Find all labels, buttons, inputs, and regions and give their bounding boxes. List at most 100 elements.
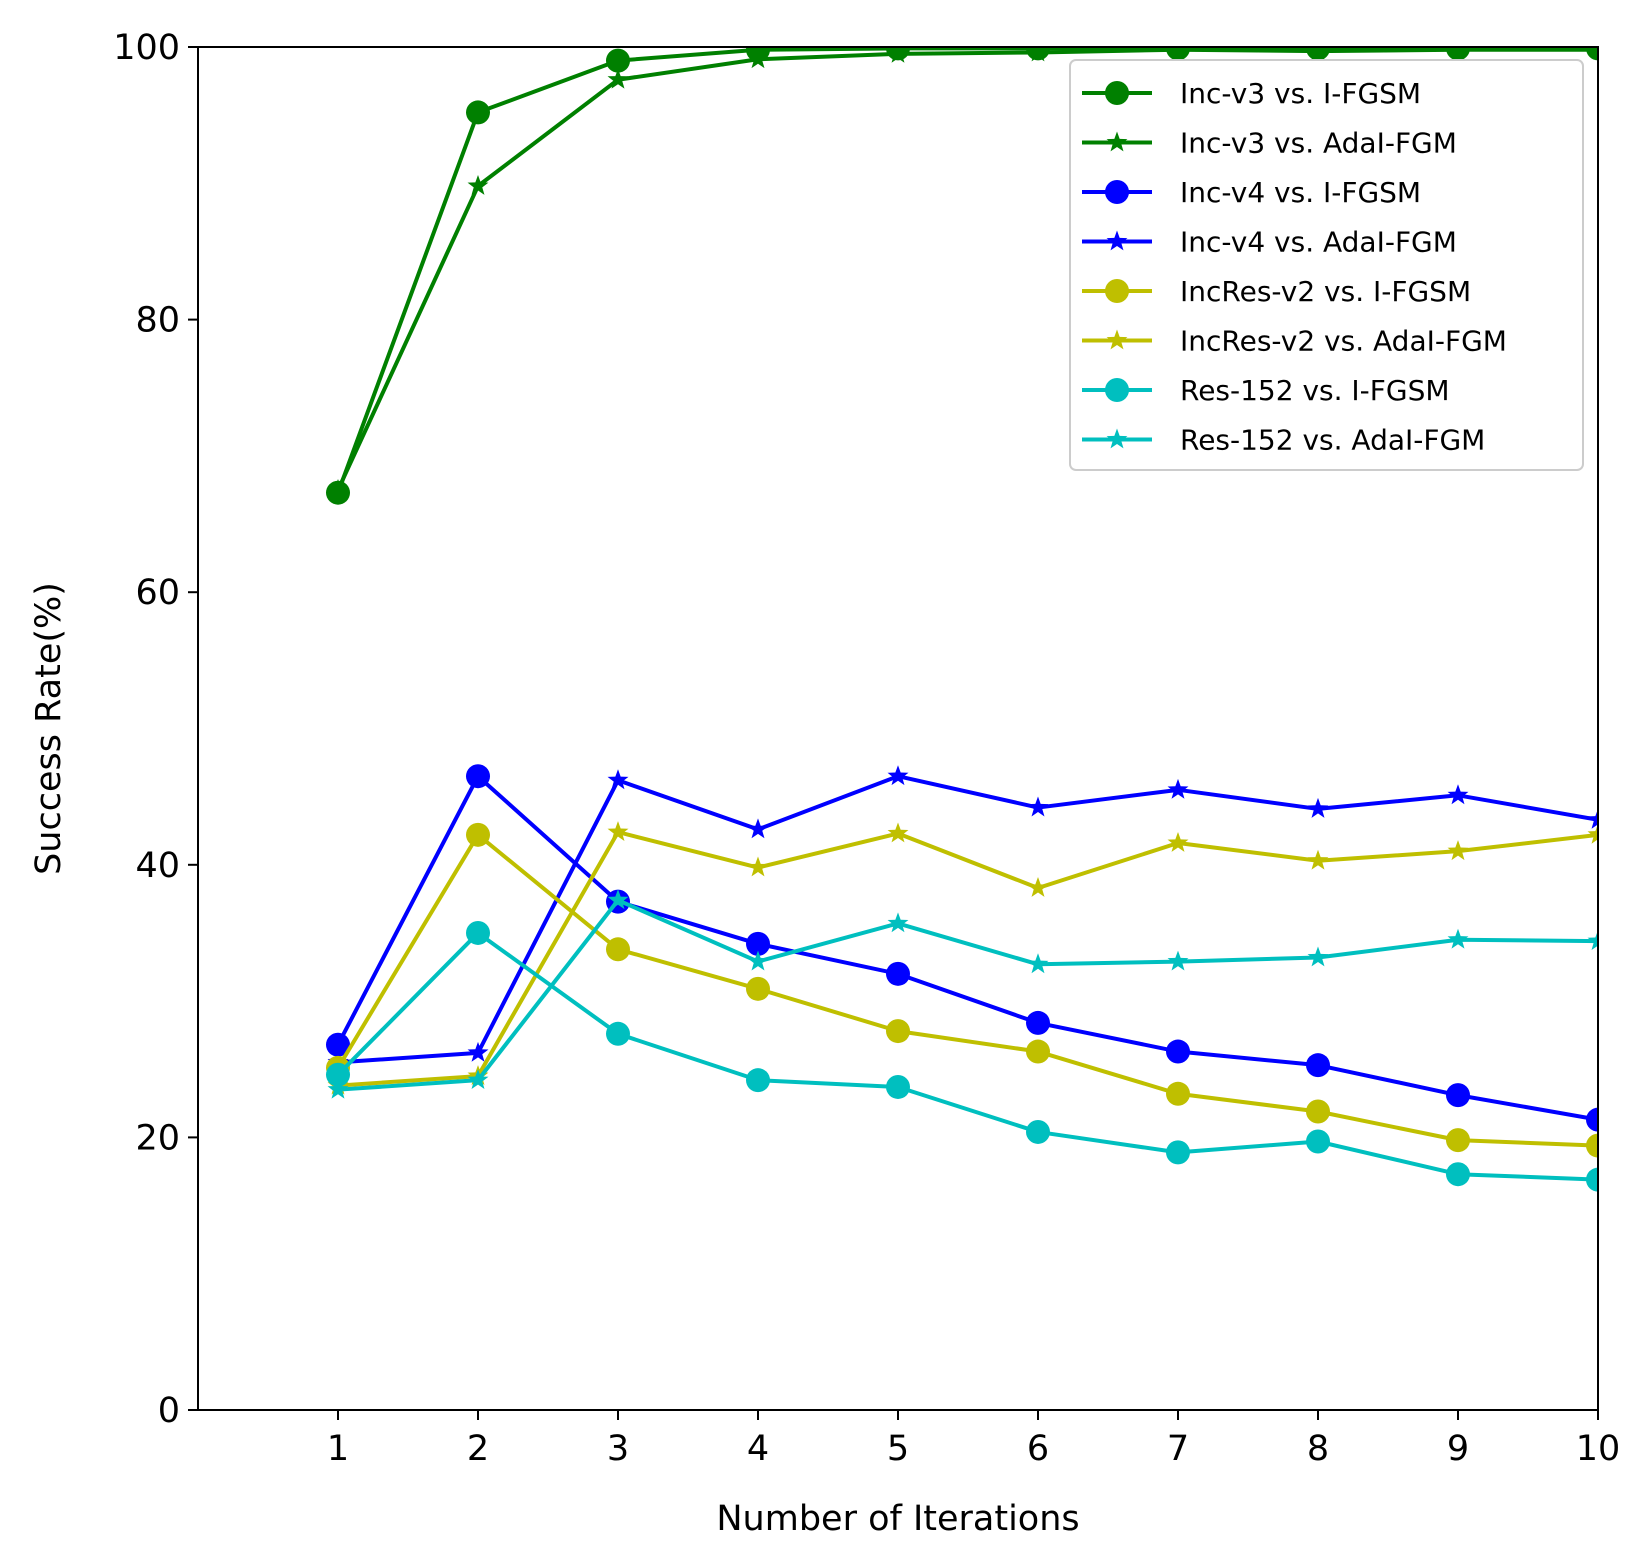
x-tick-label: 2 (467, 1429, 489, 1469)
x-tick-label: 3 (607, 1429, 629, 1469)
data-point (1027, 796, 1049, 817)
series-line (336, 930, 1598, 1182)
legend-marker (1105, 81, 1129, 105)
data-point (887, 912, 909, 933)
data-point (887, 822, 909, 843)
data-point (1307, 946, 1329, 967)
data-point (1588, 47, 1598, 59)
legend-item: Inc-v3 vs. AdaI-FGM (1082, 127, 1457, 160)
series-line (336, 832, 1598, 1148)
y-tick-label: 0 (158, 1391, 180, 1431)
series-7 (326, 920, 1598, 1192)
legend-label: IncRes-v2 vs. AdaI-FGM (1180, 325, 1507, 358)
series-line (336, 774, 1598, 1122)
data-point (747, 950, 769, 971)
x-tick-label: 4 (747, 1429, 769, 1469)
data-point (1026, 1119, 1050, 1144)
data-point (1167, 831, 1189, 852)
x-tick-label: 5 (887, 1429, 909, 1469)
series-line (337, 774, 1598, 1065)
data-point (1026, 1010, 1050, 1035)
series-2 (327, 47, 1598, 499)
x-tick-label: 10 (1576, 1429, 1621, 1469)
data-point (607, 889, 629, 910)
legend-box (1069, 59, 1584, 471)
data-point (1027, 47, 1049, 62)
legend-label: IncRes-v2 vs. I-FGSM (1180, 275, 1471, 308)
data-point (887, 47, 909, 63)
data-point (1447, 840, 1469, 861)
data-point (1166, 1039, 1190, 1064)
data-point (1306, 1129, 1330, 1154)
legend-marker (1105, 180, 1129, 204)
data-point (327, 478, 349, 499)
data-point (886, 961, 910, 986)
data-point (1307, 47, 1329, 60)
x-tick-label: 1 (327, 1429, 349, 1469)
data-point (606, 48, 630, 73)
data-point (607, 821, 629, 841)
legend-label: Inc-v3 vs. I-FGSM (1180, 77, 1421, 110)
data-point (1446, 1083, 1470, 1108)
data-point (466, 920, 490, 945)
legend-label: Inc-v3 vs. AdaI-FGM (1180, 127, 1457, 160)
data-point (1447, 928, 1469, 949)
y-tick-label: 100 (113, 28, 180, 68)
data-point (1587, 808, 1598, 829)
data-point (1448, 47, 1468, 59)
y-tick-label: 20 (135, 1118, 180, 1158)
legend-marker (1106, 131, 1128, 152)
data-point (746, 931, 770, 956)
data-point (606, 937, 630, 962)
legend-marker (1105, 279, 1129, 303)
data-point (747, 856, 769, 877)
data-point (1447, 784, 1469, 805)
legend-item: Res-152 vs. I-FGSM (1082, 374, 1450, 407)
data-point (1586, 1167, 1598, 1192)
legend-item: IncRes-v2 vs. I-FGSM (1082, 275, 1471, 308)
x-tick-label: 9 (1447, 1429, 1469, 1469)
legend-label: Inc-v4 vs. I-FGSM (1180, 176, 1421, 209)
data-point (1167, 950, 1189, 971)
legend-marker (1105, 378, 1129, 402)
series-line (337, 830, 1598, 1088)
series-line (337, 898, 1598, 1092)
data-point (747, 818, 769, 839)
data-point (606, 1021, 630, 1046)
data-point (467, 1041, 489, 1062)
legend-marker (1106, 329, 1128, 350)
legend-marker (1106, 230, 1128, 251)
data-point (1587, 930, 1598, 951)
data-point (1026, 1039, 1050, 1064)
data-point (607, 68, 629, 89)
data-point (1307, 849, 1329, 870)
data-point (1306, 1099, 1330, 1124)
data-point (466, 100, 490, 125)
data-point (1586, 1107, 1598, 1132)
legend-item: Inc-v4 vs. AdaI-FGM (1082, 226, 1457, 259)
data-point (466, 764, 490, 789)
y-axis-label: Success Rate(%) (29, 582, 69, 875)
data-point (887, 765, 909, 786)
legend-item: Inc-v4 vs. I-FGSM (1082, 176, 1421, 209)
data-point (466, 822, 490, 847)
legend-item: Res-152 vs. AdaI-FGM (1082, 424, 1485, 457)
plot-area (326, 47, 1598, 1192)
x-tick-label: 7 (1167, 1429, 1189, 1469)
data-point (746, 1068, 770, 1093)
data-point (1027, 876, 1049, 897)
series-line (336, 47, 1598, 494)
data-point (1587, 823, 1598, 844)
y-tick-label: 60 (135, 573, 180, 613)
data-point (1167, 778, 1189, 799)
data-point (326, 1062, 350, 1087)
x-axis-label: Number of Iterations (716, 1499, 1079, 1539)
data-point (886, 1074, 910, 1099)
data-point (1166, 1140, 1190, 1165)
data-point (746, 976, 770, 1001)
series-8 (327, 889, 1598, 1099)
data-point (1446, 1162, 1470, 1187)
x-tick-label: 6 (1027, 1429, 1049, 1469)
legend-label: Inc-v4 vs. AdaI-FGM (1180, 226, 1457, 259)
